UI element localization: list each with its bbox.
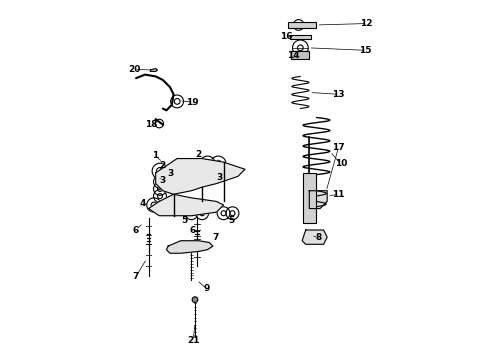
Text: 2: 2 — [160, 161, 166, 170]
Text: 6: 6 — [133, 225, 139, 234]
Text: 21: 21 — [187, 336, 199, 345]
Text: 20: 20 — [128, 65, 141, 74]
Text: 9: 9 — [203, 284, 210, 293]
Text: 17: 17 — [332, 143, 345, 152]
Text: 14: 14 — [287, 51, 299, 60]
Text: 2: 2 — [196, 150, 202, 159]
Text: 4: 4 — [139, 199, 146, 208]
Circle shape — [192, 297, 198, 302]
Polygon shape — [156, 158, 245, 194]
Text: 8: 8 — [316, 233, 322, 242]
Polygon shape — [150, 68, 157, 71]
Text: 5: 5 — [181, 216, 187, 225]
Text: 6: 6 — [189, 225, 195, 234]
Text: 10: 10 — [335, 159, 347, 168]
Polygon shape — [309, 191, 327, 208]
Text: 16: 16 — [280, 32, 293, 41]
Text: 5: 5 — [228, 216, 235, 225]
Polygon shape — [167, 241, 213, 253]
Polygon shape — [148, 194, 223, 216]
Bar — [292, 51, 309, 59]
Text: 13: 13 — [332, 90, 345, 99]
Text: 18: 18 — [145, 120, 157, 129]
Text: 7: 7 — [133, 272, 139, 281]
Text: 12: 12 — [360, 19, 373, 28]
Text: 7: 7 — [213, 233, 219, 242]
Text: 19: 19 — [186, 98, 199, 107]
Text: 15: 15 — [360, 46, 372, 55]
Bar — [290, 35, 311, 39]
Text: 3: 3 — [160, 176, 166, 185]
Polygon shape — [302, 230, 327, 244]
Text: 3: 3 — [168, 169, 174, 178]
Bar — [288, 22, 317, 28]
Text: 3: 3 — [217, 173, 223, 182]
Text: 11: 11 — [332, 190, 345, 199]
Bar — [303, 173, 316, 223]
Text: 1: 1 — [152, 151, 158, 160]
